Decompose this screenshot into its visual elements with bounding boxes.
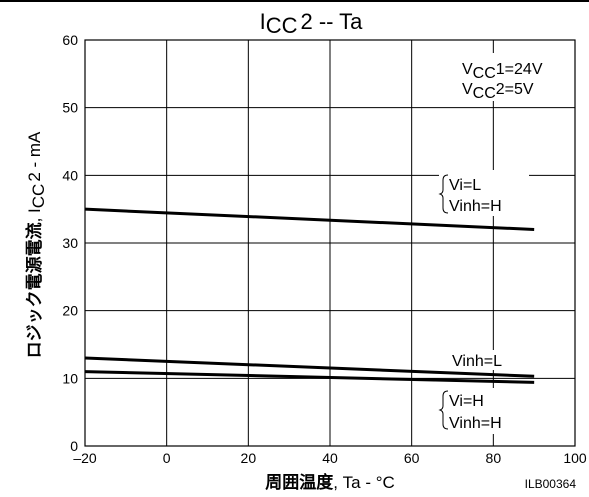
top-rule	[0, 0, 589, 2]
y-tick-label: 50	[62, 100, 78, 116]
y-tick-label: 20	[62, 303, 78, 319]
series-lines	[84, 207, 535, 384]
conditions-bg	[452, 53, 570, 101]
x-tick-label: 0	[163, 450, 171, 466]
condition-vcc1: VCC1=24V	[462, 61, 543, 82]
x-tick-labels: –20 0 20 40 60 80 100	[73, 450, 587, 466]
annotation-3-line-1: Vi=H	[449, 393, 484, 410]
annotation-3-line-2: Vinh=H	[449, 415, 502, 432]
x-tick-label: –20	[73, 450, 97, 466]
series-line-1	[84, 207, 535, 231]
y-axis-label: ロジック電源電流, ICC2 - mA	[24, 131, 48, 358]
x-tick-label: 60	[404, 450, 420, 466]
y-tick-label: 40	[62, 167, 78, 183]
annotation-2-line-1: Vinh=L	[452, 353, 502, 370]
series-line-2	[84, 356, 535, 378]
annotation-2-bg	[448, 350, 524, 370]
y-tick-label: 60	[62, 32, 78, 48]
series-line-3	[84, 370, 535, 384]
condition-vcc2: VCC2=5V	[462, 81, 534, 102]
x-axis-label: 周囲温度, Ta - °C	[265, 472, 395, 492]
annotation-3-bg	[439, 388, 529, 434]
x-tick-label: 20	[241, 450, 257, 466]
annotation-1-brace	[438, 174, 449, 214]
annotation-1-bg	[439, 170, 529, 216]
y-tick-label: 30	[62, 235, 78, 251]
annotation-1-line-1: Vi=L	[449, 177, 481, 194]
chart-title: ICC 2 -- Ta	[260, 9, 364, 38]
y-tick-label: 0	[70, 438, 78, 454]
annotation-1-line-2: Vinh=H	[449, 198, 502, 215]
x-tick-label: 100	[563, 450, 587, 466]
x-tick-label: 80	[486, 450, 502, 466]
annotation-3-brace	[438, 390, 449, 430]
x-tick-label: 40	[322, 450, 338, 466]
y-tick-label: 10	[62, 370, 78, 386]
drawing-code: ILB00364	[525, 477, 577, 491]
y-tick-labels: 0 10 20 30 40 50 60	[62, 32, 78, 454]
